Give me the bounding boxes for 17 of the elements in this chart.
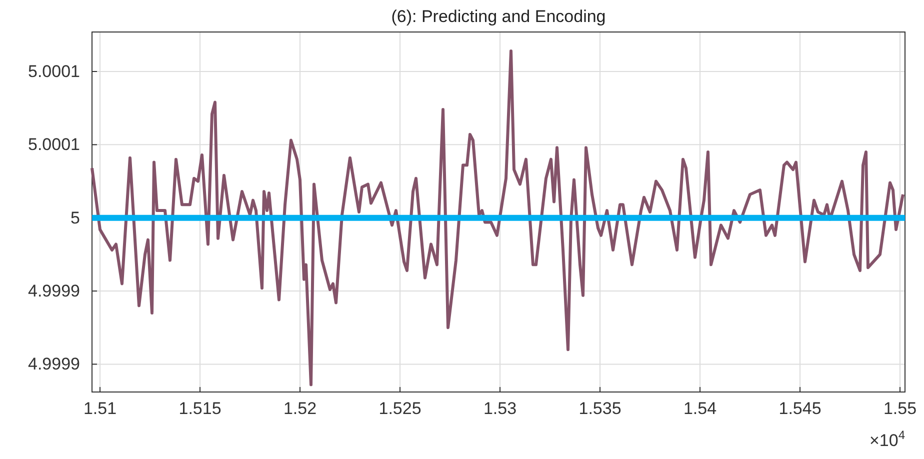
y-tick-label: 4.9999 — [28, 281, 80, 300]
x-tick-label: 1.53 — [483, 399, 517, 418]
y-tick-label: 5 — [70, 208, 80, 228]
x-tick-label: 1.545 — [778, 399, 822, 418]
y-tick-label: 5.0001 — [28, 135, 80, 154]
x-tick-label: 1.54 — [683, 399, 717, 418]
x-tick-label: 1.525 — [378, 399, 422, 418]
line-series — [90, 50, 904, 386]
x-tick-label: 1.51 — [83, 399, 117, 418]
y-tick-label: 4.9999 — [28, 354, 80, 374]
x-tick-label: 1.55 — [883, 399, 917, 418]
text: ×10$^{4}$ — [869, 428, 906, 450]
x-tick-label: 1.52 — [283, 399, 317, 418]
y-tick-label: 5.0001 — [28, 62, 80, 81]
x-tick-label: 1.535 — [578, 399, 622, 418]
chart-title: (6): Predicting and Encoding — [391, 7, 606, 26]
x-tick-label: 1.515 — [178, 399, 222, 418]
